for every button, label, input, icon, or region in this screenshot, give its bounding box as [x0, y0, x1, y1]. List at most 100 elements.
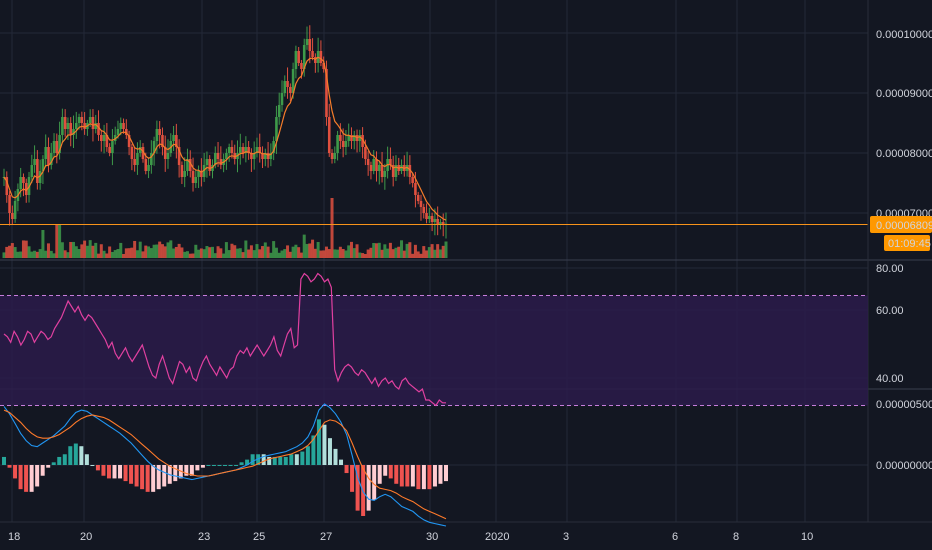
candle-body [289, 87, 292, 93]
volume-bar [77, 248, 81, 258]
volume-bar [363, 253, 367, 258]
volume-bar [152, 244, 156, 258]
macd-signal-line [3, 409, 447, 520]
macd-histogram-bar [195, 465, 200, 471]
volume-bar [91, 245, 95, 258]
volume-bar [85, 245, 89, 258]
candle-body [380, 165, 384, 177]
time-axis-label: 27 [320, 531, 332, 543]
volume-bar [233, 245, 237, 258]
candle-body [314, 57, 317, 63]
volume-bar [369, 247, 373, 258]
macd-histogram-bar [250, 454, 255, 465]
macd-histogram-bar [129, 465, 134, 484]
volume-bar [130, 247, 134, 258]
candle-body [52, 141, 56, 153]
macd-histogram-bar [239, 462, 244, 465]
candle-body [180, 165, 184, 177]
candle-body [383, 171, 387, 177]
candlestick-series[interactable] [2, 25, 448, 239]
volume-bar [358, 252, 362, 258]
candle-body [333, 153, 337, 159]
candle-body [408, 165, 412, 177]
macd-histogram-bar [444, 465, 448, 482]
volume-bar [408, 242, 412, 258]
macd-histogram-bar [377, 465, 382, 484]
candle-body [428, 216, 431, 219]
volume-bar [83, 240, 87, 258]
volume-bar [10, 243, 14, 258]
volume-bar [249, 245, 253, 258]
volume-bar [444, 241, 448, 258]
volume-bar [205, 246, 209, 258]
volume-bar [441, 245, 445, 258]
macd-histogram-bar [29, 465, 34, 492]
volume-bar [149, 248, 153, 258]
macd-histogram-bar [189, 465, 194, 476]
candle-body [83, 123, 86, 129]
volume-bar [299, 252, 303, 258]
candle-body [266, 153, 270, 159]
volume-bar [305, 243, 309, 258]
volume-bar [430, 244, 434, 258]
volume-bar [327, 249, 331, 258]
candle-body [183, 171, 186, 177]
volume-bar [311, 239, 315, 258]
volume-bar [38, 249, 42, 258]
macd-histogram-bar [416, 465, 421, 490]
candle-body [347, 135, 351, 141]
macd-histogram-bar [283, 456, 288, 465]
macd-histogram-bar [145, 465, 150, 492]
candle-body [364, 147, 367, 159]
candle-body [11, 213, 14, 219]
time-axis-label: 3 [563, 531, 569, 543]
macd-histogram-bar [24, 465, 29, 492]
candle-body [163, 147, 167, 159]
volume-bar [8, 245, 12, 258]
candle-body [102, 135, 106, 141]
volume-bar [13, 247, 17, 258]
rsi-line [3, 272, 446, 407]
volume-bar [419, 253, 423, 258]
candle-body [258, 147, 262, 153]
volume-bar [105, 253, 109, 258]
candle-body [197, 171, 200, 177]
macd-histogram-bar [217, 465, 222, 466]
volume-bar [35, 251, 39, 258]
macd-histogram-bar [427, 465, 432, 490]
macd-histogram-bar [245, 459, 250, 465]
macd-histogram-bar [350, 465, 355, 492]
volume-bar [21, 240, 25, 258]
macd-histogram-bar [178, 465, 183, 479]
candle-body [177, 147, 181, 165]
volume-bar [46, 243, 50, 258]
macd-histogram-bar [256, 454, 261, 465]
volume-bar [388, 242, 392, 258]
candle-body [375, 159, 378, 171]
candle-body [275, 117, 278, 141]
volume-bar [422, 246, 426, 258]
candle-body [322, 63, 325, 69]
volume-bar [349, 241, 353, 258]
macd-histogram-bar [305, 446, 310, 465]
candle-body [127, 135, 131, 147]
volume-bar [319, 250, 323, 258]
candle-body [252, 153, 256, 159]
candle-body [49, 153, 53, 165]
candle-body [33, 159, 36, 165]
candle-body [391, 165, 395, 177]
volume-bar [135, 250, 139, 258]
candle-body [61, 117, 64, 135]
volume-bar [219, 248, 223, 258]
macd-histogram-bar [383, 465, 388, 476]
macd-histogram-bar [51, 462, 56, 465]
macd-histogram-bar [206, 465, 211, 466]
time-axis-label: 23 [198, 531, 210, 543]
candle-body [208, 159, 212, 171]
macd-histogram-bar [223, 465, 227, 466]
candle-body [280, 93, 284, 105]
time-axis-label: 8 [733, 531, 739, 543]
volume-bar [322, 250, 326, 258]
candle-body [119, 123, 123, 129]
